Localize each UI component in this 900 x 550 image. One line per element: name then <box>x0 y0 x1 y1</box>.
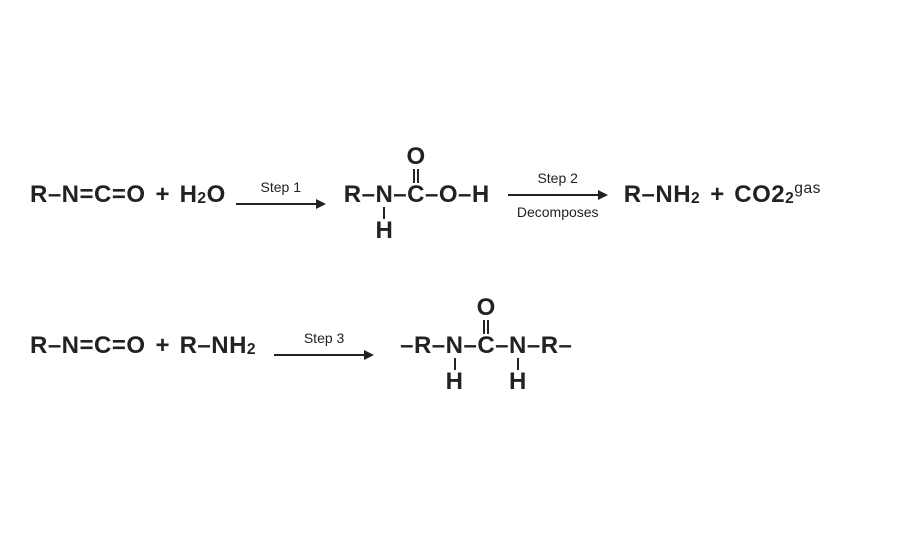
urea-H2: H <box>509 370 527 394</box>
carbamic-N-stack: N H <box>375 183 393 207</box>
double-bond-icon <box>482 320 490 334</box>
product-co2-gas: CO22gas <box>734 181 821 209</box>
urea-right: –R– <box>527 332 573 360</box>
amine-sub2: 2 <box>691 190 700 208</box>
carbamic-R: R– <box>344 181 376 209</box>
arrow-label-step1: Step 1 <box>261 179 301 195</box>
plus-sign: + <box>710 181 724 209</box>
co2-text: CO2 <box>734 181 785 209</box>
urea-N1: N <box>446 334 464 358</box>
reaction-row-2: R–N=C=O + R–NH2 Step 3 –R– N H – O C – N… <box>30 330 880 362</box>
urea-N2-stack: N H <box>509 334 527 358</box>
reactant-water: H2O <box>180 181 226 209</box>
plus-sign: + <box>156 181 170 209</box>
amine-RNH-2: R–NH <box>180 332 247 360</box>
carbamic-N: N <box>375 183 393 207</box>
h2o-O: O <box>207 181 226 209</box>
h2o-sub2: 2 <box>197 190 206 208</box>
urea-C: C <box>477 334 495 358</box>
reaction-row-1: R–N=C=O + H2O Step 1 R– N H – O C –O–H S… <box>30 170 880 220</box>
dash-1: – <box>393 181 407 209</box>
arrow-icon <box>274 348 374 362</box>
arrow-step-3: Step 3 <box>274 330 374 362</box>
arrow-label-step3: Step 3 <box>304 330 344 346</box>
carbamic-C: C <box>407 183 425 207</box>
urea-C-stack: O C <box>477 334 495 358</box>
carbamic-O-above: O <box>406 145 425 169</box>
urea-left: –R– <box>400 332 446 360</box>
arrow-icon <box>236 197 326 211</box>
urea-N1-stack: N H <box>446 334 464 358</box>
amine-RNH: R–NH <box>624 181 691 209</box>
arrow-step-1: Step 1 <box>236 179 326 211</box>
product-amine: R–NH2 <box>624 181 701 209</box>
dash-u1: – <box>463 332 477 360</box>
double-bond-icon <box>412 169 420 183</box>
arrow-label-step2: Step 2 <box>537 170 577 186</box>
reactant-isocyanate-1: R–N=C=O <box>30 181 146 209</box>
co2-gas-sup: gas <box>794 180 821 198</box>
urea-N2: N <box>509 334 527 358</box>
product-urea-linkage: –R– N H – O C – N H –R– <box>400 332 572 360</box>
reactant-isocyanate-2: R–N=C=O <box>30 332 146 360</box>
arrow-step-2: Step 2 Decomposes <box>508 170 608 220</box>
intermediate-carbamic-acid: R– N H – O C –O–H <box>344 181 490 209</box>
urea-H1: H <box>446 370 464 394</box>
urea-O-above: O <box>477 296 496 320</box>
arrow-icon <box>508 188 608 202</box>
carbamic-OH: –O–H <box>425 181 490 209</box>
plus-sign: + <box>156 332 170 360</box>
amine-sub2-2: 2 <box>247 341 256 359</box>
co2-sub2: 2 <box>785 190 794 208</box>
carbamic-C-stack: O C <box>407 183 425 207</box>
carbamic-H-below: H <box>375 219 393 243</box>
arrow-label-decomposes: Decomposes <box>517 204 599 220</box>
reactant-amine: R–NH2 <box>180 332 257 360</box>
dash-u2: – <box>495 332 509 360</box>
h2o-H: H <box>180 181 198 209</box>
